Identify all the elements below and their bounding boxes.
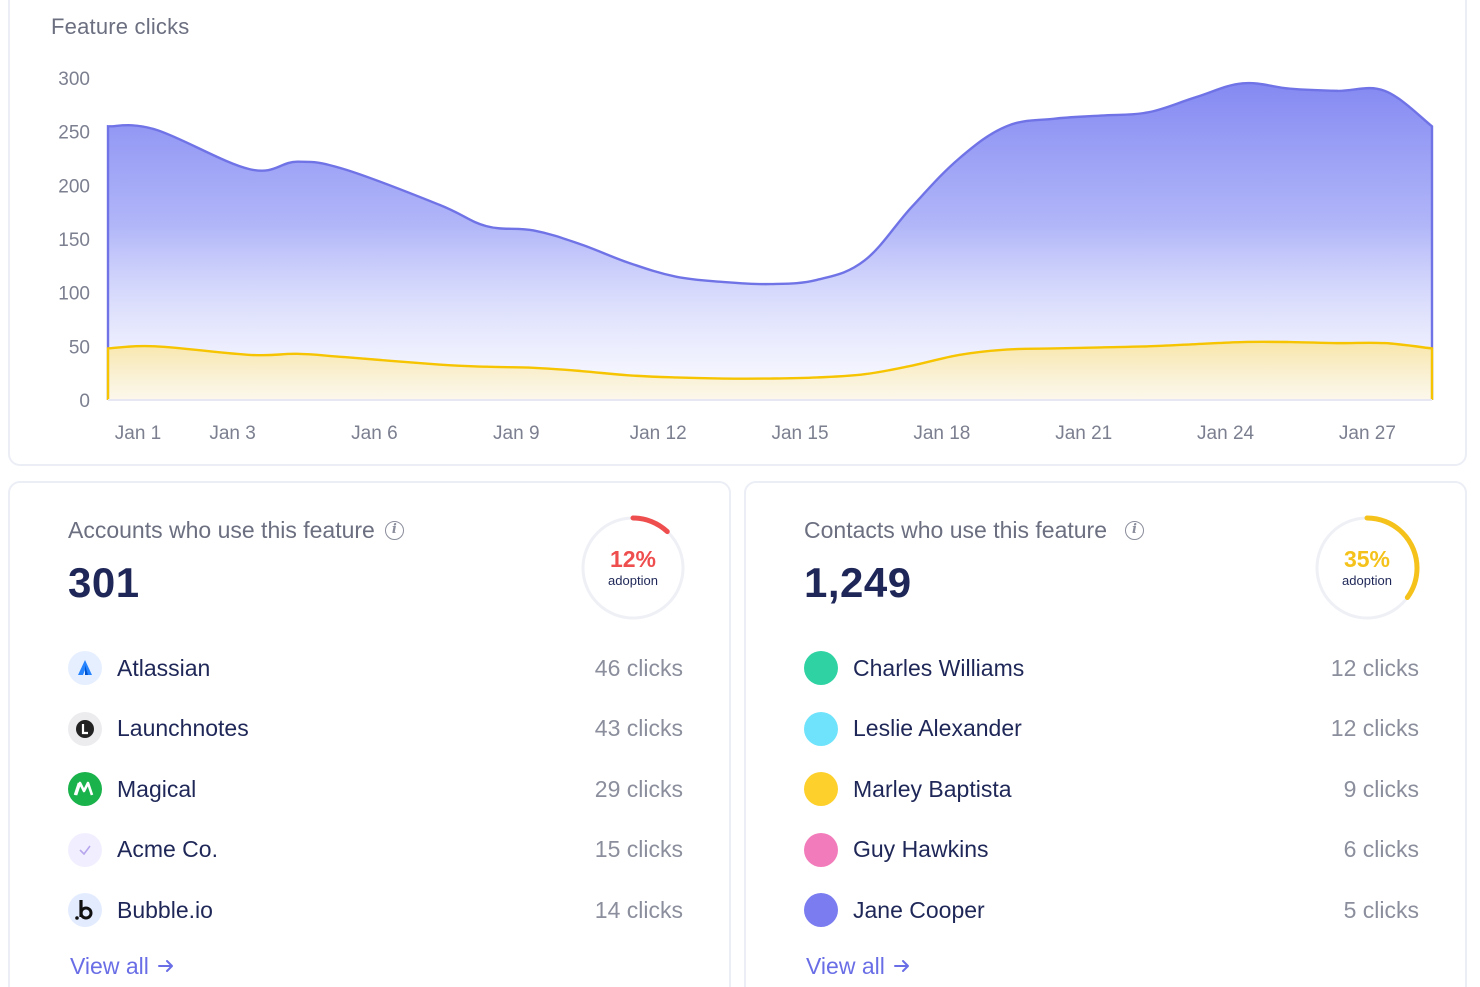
account-name: Launchnotes [117,715,249,742]
contact-clicks: 12 clicks [1330,654,1419,681]
contact-name: Guy Hawkins [853,836,989,863]
account-name: Bubble.io [117,896,213,923]
avatar [804,893,838,928]
contact-name: Jane Cooper [853,896,985,923]
y-tick-label: 50 [69,337,90,358]
y-tick-label: 250 [58,123,90,144]
y-tick-label: 300 [58,69,90,90]
contacts-title: Contacts who use this feature [804,517,1107,543]
gauge-arc [580,515,686,621]
list-item[interactable]: Jane Cooper 5 clicks [804,880,1419,941]
list-item[interactable]: Launchnotes 43 clicks [68,699,683,760]
view-all-label: View all [806,953,885,979]
avatar [804,832,838,867]
list-item[interactable]: Bubble.io 14 clicks [68,880,683,941]
accounts-view-all-link[interactable]: View all [70,953,175,980]
accounts-list: Atlassian 46 clicks Launchnotes 43 click… [68,638,683,941]
account-clicks: 29 clicks [594,775,683,802]
gauge-arc [1314,515,1420,621]
y-tick-label: 100 [58,284,90,305]
x-tick-label: Jan 27 [1339,423,1396,444]
accounts-card: Accounts who use this feature i 301 12% … [8,481,731,987]
contacts-total: 1,249 [804,559,912,606]
list-item[interactable]: Marley Baptista 9 clicks [804,759,1419,820]
series-line [106,340,1434,400]
x-tick-label: Jan 9 [493,423,539,444]
x-tick-label: Jan 3 [209,423,255,444]
account-name: Magical [117,775,197,802]
account-clicks: 43 clicks [594,715,683,742]
x-tick-label: Jan 18 [913,423,970,444]
x-tick-label: Jan 6 [351,423,397,444]
contact-clicks: 6 clicks [1343,836,1419,863]
account-clicks: 14 clicks [594,896,683,923]
y-tick-label: 150 [58,230,90,251]
accounts-adoption-gauge: 12% adoption [578,513,688,623]
x-tick-label: Jan 15 [771,423,828,444]
x-tick-label: Jan 21 [1055,423,1112,444]
account-name: Acme Co. [117,836,218,863]
info-icon[interactable]: i [1125,521,1144,540]
contact-name: Leslie Alexander [853,715,1022,742]
view-all-label: View all [70,953,149,979]
contacts-adoption-gauge: 35% adoption [1312,513,1422,623]
atlassian-icon [68,651,102,686]
y-tick-label: 0 [79,391,90,412]
contacts-view-all-link[interactable]: View all [806,953,911,980]
list-item[interactable]: Leslie Alexander 12 clicks [804,699,1419,760]
contacts-list: Charles Williams 12 clicks Leslie Alexan… [804,638,1419,941]
accounts-title: Accounts who use this feature [68,517,375,543]
magical-icon [68,772,102,807]
launchnotes-icon [68,711,102,746]
list-item[interactable]: Acme Co. 15 clicks [68,820,683,881]
series-area [108,341,1432,400]
list-item[interactable]: Charles Williams 12 clicks [804,638,1419,699]
x-tick-label: Jan 24 [1197,423,1254,444]
contact-name: Marley Baptista [853,775,1012,802]
contact-name: Charles Williams [853,654,1025,681]
account-clicks: 46 clicks [594,654,683,681]
info-icon[interactable]: i [384,521,404,540]
accounts-adoption-percent: 12% [609,546,657,572]
avatar [804,651,838,686]
series-line [106,81,1434,400]
avatar [804,711,838,746]
feature-clicks-card: 300 250 200 150 100 50 0 Jan 1 Jan 3 Jan 6 Jan 9 J… [8,0,1467,466]
account-clicks: 15 clicks [594,836,683,863]
acme-icon [68,832,102,867]
feature-clicks-chart: 300 250 200 150 100 50 0 Jan 1 Jan 3 Jan 6 Jan 9 J… [58,69,1434,444]
avatar [804,772,838,807]
accounts-total: 301 [68,559,140,606]
series-area [108,83,1432,400]
contacts-adoption-percent: 35% [1343,546,1391,572]
x-tick-label: Jan 1 [115,423,161,444]
arrow-right-icon [157,953,175,980]
accounts-title-wrap: Accounts who use this feature i [68,517,404,544]
contact-clicks: 5 clicks [1343,896,1419,923]
list-item[interactable]: Magical 29 clicks [68,759,683,820]
contacts-title-wrap: Contacts who use this feature i [804,517,1144,544]
chart-title: Feature clicks [51,14,190,39]
list-item[interactable]: Atlassian 46 clicks [68,638,683,699]
contacts-card: Contacts who use this feature i 1,249 35… [744,481,1467,987]
list-item[interactable]: Guy Hawkins 6 clicks [804,820,1419,881]
contacts-adoption-label: adoption [1342,573,1392,588]
x-tick-label: Jan 12 [630,423,687,444]
contact-clicks: 12 clicks [1330,715,1419,742]
arrow-right-icon [893,953,911,980]
bubble-icon [68,893,102,928]
y-tick-label: 200 [58,176,90,197]
contact-clicks: 9 clicks [1343,775,1419,802]
account-name: Atlassian [117,654,211,681]
accounts-adoption-label: adoption [608,573,658,588]
